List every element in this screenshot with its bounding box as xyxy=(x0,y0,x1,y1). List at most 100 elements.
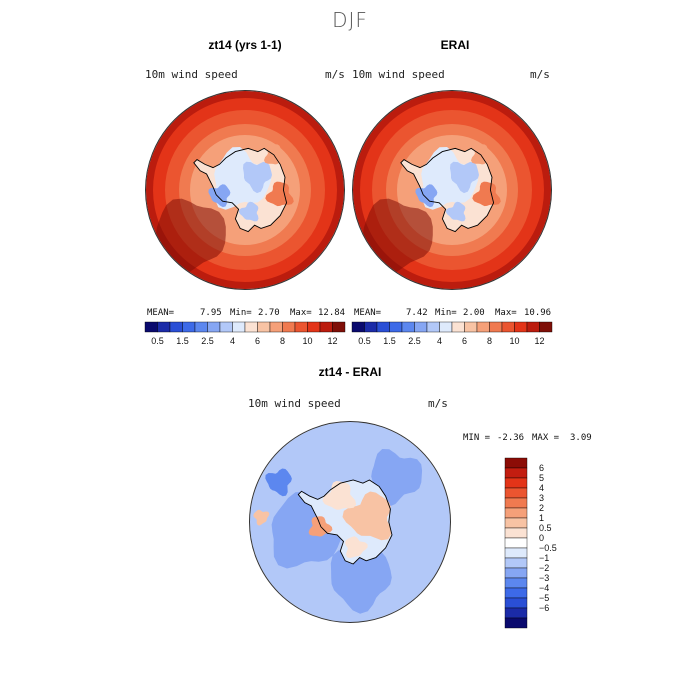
model-katabatic-patch xyxy=(265,181,294,207)
obs-variable-label: 10m wind speed xyxy=(352,68,445,81)
diff-colorbar-tick-label: −5 xyxy=(539,593,549,603)
model-colorbar-swatch xyxy=(294,321,308,333)
obs-low-patch xyxy=(450,161,479,194)
model-mean-value: 7.95 xyxy=(200,308,222,318)
model-colorbar-swatch xyxy=(207,321,221,333)
obs-min-label: Min= xyxy=(435,308,457,318)
model-colorbar-swatch xyxy=(232,321,246,333)
obs-colorbar-tick-label: 6 xyxy=(462,336,467,346)
obs-colorbar-swatch xyxy=(464,321,478,333)
diff-max-value: 3.09 xyxy=(570,433,592,443)
diff-max-label: MAX = xyxy=(532,433,560,443)
diff-colorbar-tick-label: 2 xyxy=(539,503,544,513)
obs-field-layer xyxy=(353,91,551,289)
diff-colorbar-swatch xyxy=(504,527,528,539)
diff-positive-patch xyxy=(330,549,392,614)
obs-colorbar-swatch xyxy=(376,321,390,333)
obs-colorbar: 0.5 1.5 2.5 4 6 8 10 12 xyxy=(351,321,553,346)
obs-colorbar-swatch xyxy=(414,321,428,333)
diff-colorbar-tick-label: −2 xyxy=(539,563,549,573)
model-polar-map xyxy=(145,90,345,290)
figure-supertitle: DJF xyxy=(332,8,368,32)
obs-colorbar-swatch xyxy=(489,321,503,333)
diff-colorbar-swatch xyxy=(504,487,528,499)
model-colorbar-swatch xyxy=(332,321,346,333)
diff-colorbar-tick-label: 6 xyxy=(539,463,544,473)
obs-max-value: 10.96 xyxy=(524,308,552,318)
obs-colorbar-swatch xyxy=(426,321,440,333)
diff-colorbar-swatch xyxy=(504,547,528,559)
diff-negative-patch xyxy=(345,536,368,559)
obs-colorbar-tick-label: 1.5 xyxy=(383,336,396,346)
obs-colorbar-swatch xyxy=(501,321,515,333)
diff-negative-patch xyxy=(322,481,357,510)
model-colorbar-swatch xyxy=(282,321,296,333)
model-colorbar-tick-label: 0.5 xyxy=(151,336,164,346)
obs-globe-border xyxy=(352,90,552,290)
diff-colorbar-swatch xyxy=(504,467,528,479)
model-max-patch xyxy=(155,198,226,274)
diff-colorbar-swatch xyxy=(504,537,528,549)
model-colorbar-swatch xyxy=(169,321,183,333)
diff-colorbar-tick-label: 0.5 xyxy=(539,523,552,533)
diff-colorbar-tick-label: −6 xyxy=(539,603,549,613)
diff-negative-patch xyxy=(253,509,270,526)
obs-polar-map xyxy=(352,90,552,290)
diff-colorbar-swatch xyxy=(504,597,528,609)
obs-colorbar-tick-label: 0.5 xyxy=(358,336,371,346)
diff-colorbar-swatch xyxy=(504,497,528,509)
obs-colorbar-swatch xyxy=(451,321,465,333)
model-min-value: 2.70 xyxy=(258,308,280,318)
model-colorbar-swatch xyxy=(194,321,208,333)
obs-coastline xyxy=(400,147,495,233)
model-max-label: Max= xyxy=(290,308,312,318)
model-colorbar-tick-label: 6 xyxy=(255,336,260,346)
diff-variable-label: 10m wind speed xyxy=(248,397,341,410)
diff-positive-patch xyxy=(265,468,292,497)
diff-colorbar-tick-label: 1 xyxy=(539,513,544,523)
model-colorbar-swatch xyxy=(244,321,258,333)
diff-positive-patch xyxy=(371,449,423,507)
diff-panel-title: zt14 - ERAI xyxy=(318,365,382,379)
diff-colorbar-swatch xyxy=(504,617,528,629)
model-katabatic-patch xyxy=(264,144,288,165)
model-colorbar-swatch xyxy=(157,321,171,333)
diff-polar-map xyxy=(249,421,451,623)
model-max-value: 12.84 xyxy=(318,308,346,318)
diff-colorbar-swatch xyxy=(504,577,528,589)
model-colorbar-swatch xyxy=(257,321,271,333)
model-colorbar-swatch xyxy=(319,321,333,333)
obs-colorbar-swatch xyxy=(514,321,528,333)
obs-mean-value: 7.42 xyxy=(406,308,428,318)
diff-colorbar-tick-label: −0.5 xyxy=(539,543,557,553)
diff-coastline xyxy=(297,479,393,565)
diff-colorbar-swatch xyxy=(504,567,528,579)
model-colorbar-tick-label: 2.5 xyxy=(201,336,214,346)
model-min-label: Min= xyxy=(230,308,252,318)
model-colorbar-tick-label: 4 xyxy=(230,336,235,346)
obs-colorbar-tick-label: 12 xyxy=(534,336,544,346)
obs-min-value: 2.00 xyxy=(463,308,485,318)
model-variable-label: 10m wind speed xyxy=(145,68,238,81)
model-colorbar-swatch xyxy=(269,321,283,333)
model-field-layer xyxy=(146,91,344,289)
model-colorbar-swatch xyxy=(144,321,158,333)
obs-colorbar-swatch xyxy=(351,321,365,333)
model-colorbar-tick-label: 10 xyxy=(302,336,312,346)
model-colorbar-swatch xyxy=(182,321,196,333)
obs-low-patch xyxy=(445,201,466,222)
diff-colorbar-tick-label: −4 xyxy=(539,583,549,593)
diff-positive-patch xyxy=(271,491,344,569)
diff-units-label: m/s xyxy=(428,397,448,410)
diff-negative-patch xyxy=(342,491,392,541)
model-colorbar-tick-label: 8 xyxy=(280,336,285,346)
obs-katabatic-patch xyxy=(472,181,501,207)
diff-globe-border xyxy=(249,421,451,623)
model-globe-border xyxy=(145,90,345,290)
diff-colorbar-tick-label: −3 xyxy=(539,573,549,583)
model-colorbar-tick-label: 12 xyxy=(327,336,337,346)
obs-colorbar-tick-label: 4 xyxy=(437,336,442,346)
obs-colorbar-swatch xyxy=(364,321,378,333)
diff-colorbar-swatch xyxy=(504,457,528,469)
obs-colorbar-swatch xyxy=(401,321,415,333)
